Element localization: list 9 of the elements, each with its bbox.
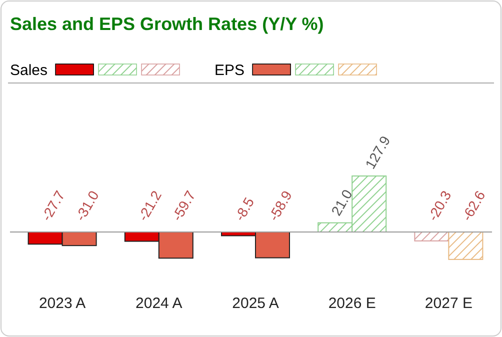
x-tick-label: 2026 E (328, 295, 376, 312)
x-tick-label: 2027 E (424, 295, 472, 312)
legend-label: Sales (10, 62, 48, 79)
x-tick-label: 2023 A (38, 295, 86, 312)
legend-label: EPS (214, 62, 245, 79)
x-tick-label: 2025 A (232, 295, 279, 312)
chart-title: Sales and EPS Growth Rates (Y/Y %) (10, 14, 324, 34)
data-label: -8.5 (231, 194, 258, 224)
x-tick-label: 2024 A (136, 295, 182, 312)
